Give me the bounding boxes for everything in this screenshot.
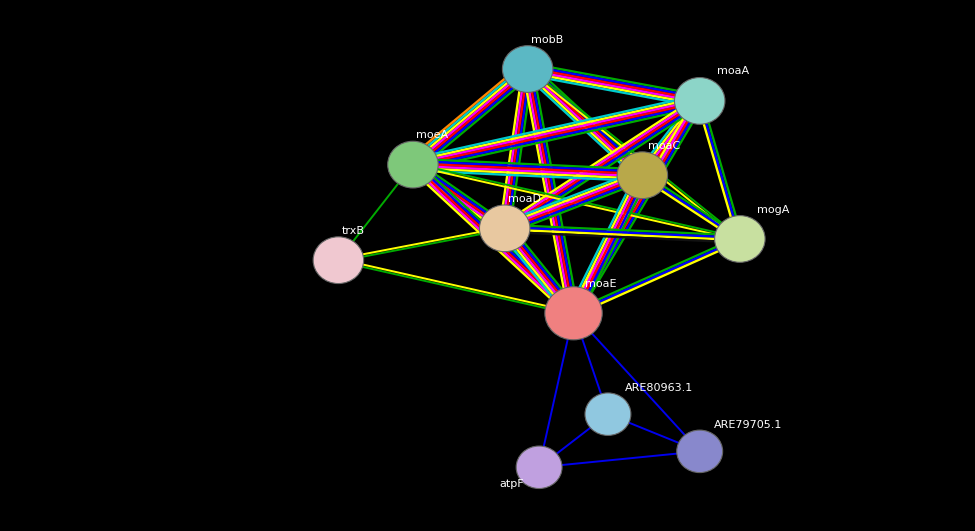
Circle shape <box>388 141 438 188</box>
Circle shape <box>715 216 765 262</box>
Circle shape <box>516 446 562 489</box>
Circle shape <box>677 430 722 473</box>
Circle shape <box>480 205 530 252</box>
Circle shape <box>545 287 603 340</box>
Text: mobB: mobB <box>531 35 564 45</box>
Text: trxB: trxB <box>342 226 365 236</box>
Text: moaE: moaE <box>585 279 616 289</box>
Circle shape <box>313 237 364 284</box>
Circle shape <box>617 152 668 199</box>
Text: moaA: moaA <box>717 66 749 76</box>
Text: atpF: atpF <box>499 478 524 489</box>
Text: moaC: moaC <box>648 141 681 151</box>
Text: mogA: mogA <box>757 204 790 215</box>
Text: moaD: moaD <box>508 194 541 204</box>
Text: ARE80963.1: ARE80963.1 <box>625 383 693 393</box>
Text: moeA: moeA <box>416 130 448 140</box>
Circle shape <box>675 78 725 124</box>
Text: ARE79705.1: ARE79705.1 <box>714 420 782 430</box>
Circle shape <box>502 46 553 92</box>
Circle shape <box>585 393 631 435</box>
